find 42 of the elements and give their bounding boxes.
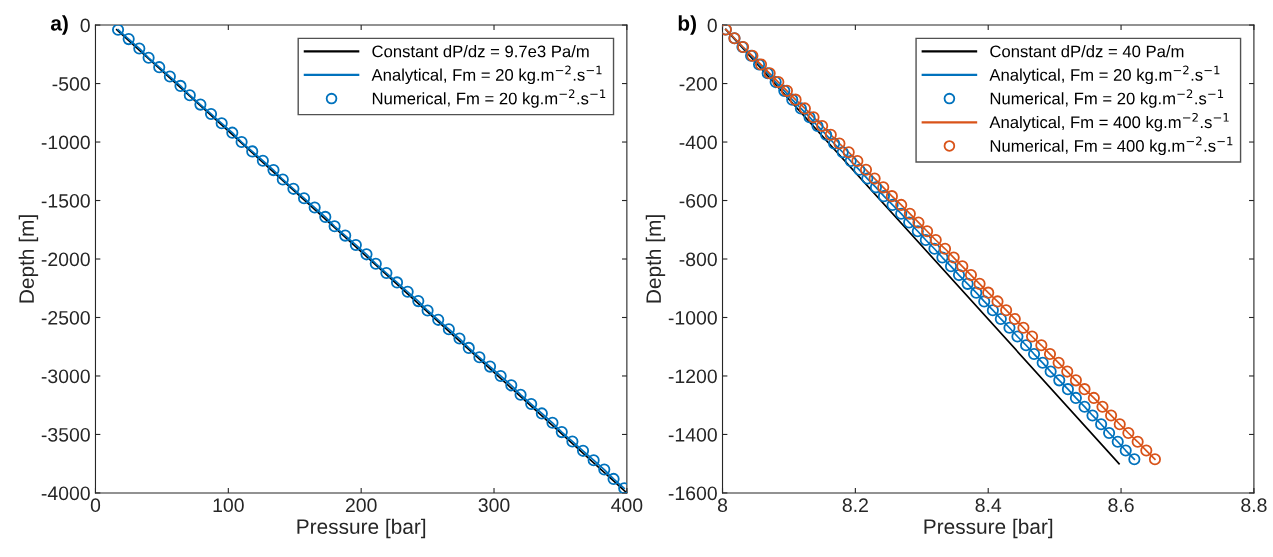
x-tick-label: 200 <box>345 498 377 513</box>
y-tick-label: -3500 <box>41 427 90 442</box>
y-tick-label: -4000 <box>41 486 90 501</box>
x-tick-label: 300 <box>478 498 510 513</box>
x-tick-label: 400 <box>611 498 643 513</box>
x-tick-label: 0 <box>90 498 101 513</box>
y-tick-label: -2000 <box>41 252 90 267</box>
chart-title: a) <box>50 15 68 35</box>
y-tick-label: -1200 <box>668 369 717 384</box>
legend-label: Constant dP/dz = 9.7e3 Pa/m <box>372 45 589 58</box>
y-tick-label: -2500 <box>41 310 90 325</box>
x-tick-label: 8.8 <box>1241 498 1267 513</box>
y-tick-label: -1000 <box>668 310 717 325</box>
x-tick-label: 8 <box>717 498 728 513</box>
legend-label: Numerical, Fm = 20 kg.m$^{−2}$.s$^{−1}$ <box>372 89 606 108</box>
y-tick-label: -1600 <box>668 486 717 501</box>
y-tick-label: -800 <box>679 252 717 267</box>
y-axis-title: Depth [m] <box>645 215 666 303</box>
legend-label: Analytical, Fm = 20 kg.m$^{−2}$.s$^{−1}$ <box>371 65 602 85</box>
legend-label: Numerical, Fm = 400 kg.m$^{−2}$.s$^{−1}$ <box>990 136 1233 156</box>
x-tick-label: 8.2 <box>842 498 868 513</box>
y-tick-label: -500 <box>52 77 90 91</box>
x-tick-label: 100 <box>213 498 244 513</box>
y-tick-label: -200 <box>679 77 717 91</box>
x-axis-title: Pressure [bar] <box>297 518 426 539</box>
legend-label: Constant dP/dz = 40 Pa/m <box>990 45 1184 58</box>
chart-title: b) <box>678 15 696 35</box>
x-tick-label: 8.6 <box>1108 498 1134 513</box>
y-tick-label: -600 <box>679 193 717 208</box>
y-tick-label: -1400 <box>668 427 717 442</box>
legend-label: Analytical, Fm = 20 kg.m$^{−2}$.s$^{−1}$ <box>989 65 1220 85</box>
x-tick-label: 8.4 <box>975 498 1002 513</box>
y-tick-label: -3000 <box>41 369 90 384</box>
y-tick-label: -1500 <box>41 193 90 208</box>
y-tick-label: -400 <box>679 135 717 150</box>
y-axis-title: Depth [m] <box>18 215 39 303</box>
y-tick-label: 0 <box>80 18 90 33</box>
legend-label: Numerical, Fm = 20 kg.m$^{−2}$.s$^{−1}$ <box>990 89 1224 108</box>
y-tick-label: 0 <box>707 18 717 33</box>
x-axis-title: Pressure [bar] <box>924 518 1053 539</box>
legend-label: Analytical, Fm = 400 kg.m$^{−2}$.s$^{−1}$ <box>989 112 1229 132</box>
y-tick-label: -1000 <box>41 135 90 150</box>
